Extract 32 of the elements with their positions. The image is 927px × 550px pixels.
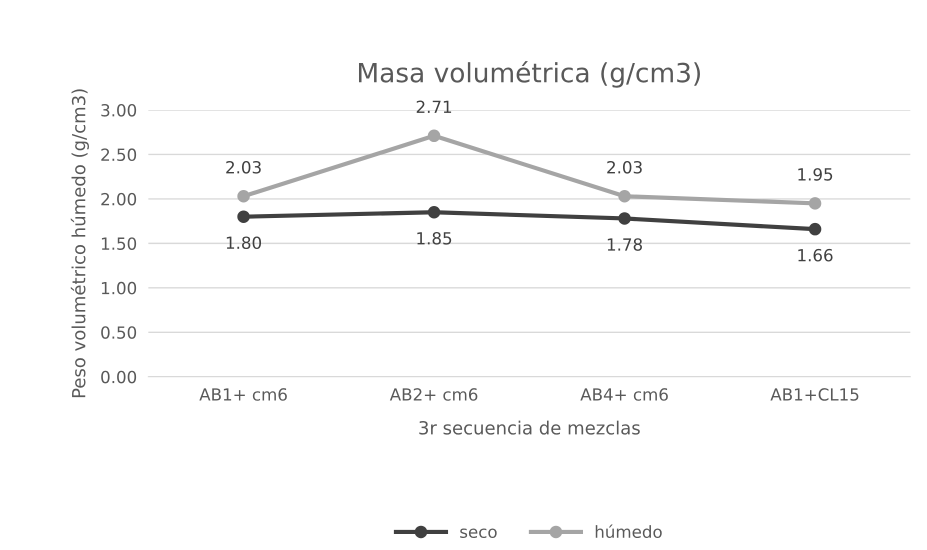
data-label: 2.03 <box>607 160 642 174</box>
data-label: 1.78 <box>608 238 642 251</box>
x-tick-label: AB4+ cm6 <box>580 388 668 401</box>
y-tick-label: 1.50 <box>102 237 136 250</box>
y-tick-label: 0.00 <box>101 370 136 384</box>
data-label: 1.80 <box>226 236 262 250</box>
point <box>618 212 631 225</box>
y-axis-title: Peso volumétrico húmedo (g/cm3) <box>70 89 89 398</box>
data-label: 2.03 <box>226 160 261 174</box>
legend-label: seco <box>460 528 497 538</box>
data-label: 2.71 <box>416 100 452 113</box>
point <box>808 222 822 236</box>
y-tick-label: 2.00 <box>101 192 136 206</box>
data-label: 1.66 <box>798 248 833 262</box>
y-tick-label: 2.50 <box>101 148 136 162</box>
data-label: 1.85 <box>417 232 452 245</box>
point <box>237 210 250 223</box>
point <box>618 190 631 202</box>
y-tick-label: 3.00 <box>101 104 136 117</box>
y-tick-label: 1.00 <box>102 282 136 294</box>
chart-title: Masa volumétrica (g/cm3) <box>358 61 700 88</box>
point <box>428 206 440 219</box>
x-tick-label: AB1+ cm6 <box>199 388 287 401</box>
data-label: 1.95 <box>798 168 832 181</box>
x-axis-title: 3r secuencia de mezclas <box>419 420 640 435</box>
y-tick-label: 0.50 <box>101 326 136 339</box>
point <box>237 190 250 202</box>
x-tick-label: AB2+ cm6 <box>390 388 478 401</box>
legend-label: húmedo <box>596 524 662 538</box>
x-tick-label: AB1+CL15 <box>770 388 858 401</box>
point <box>428 130 440 142</box>
point <box>808 197 822 210</box>
